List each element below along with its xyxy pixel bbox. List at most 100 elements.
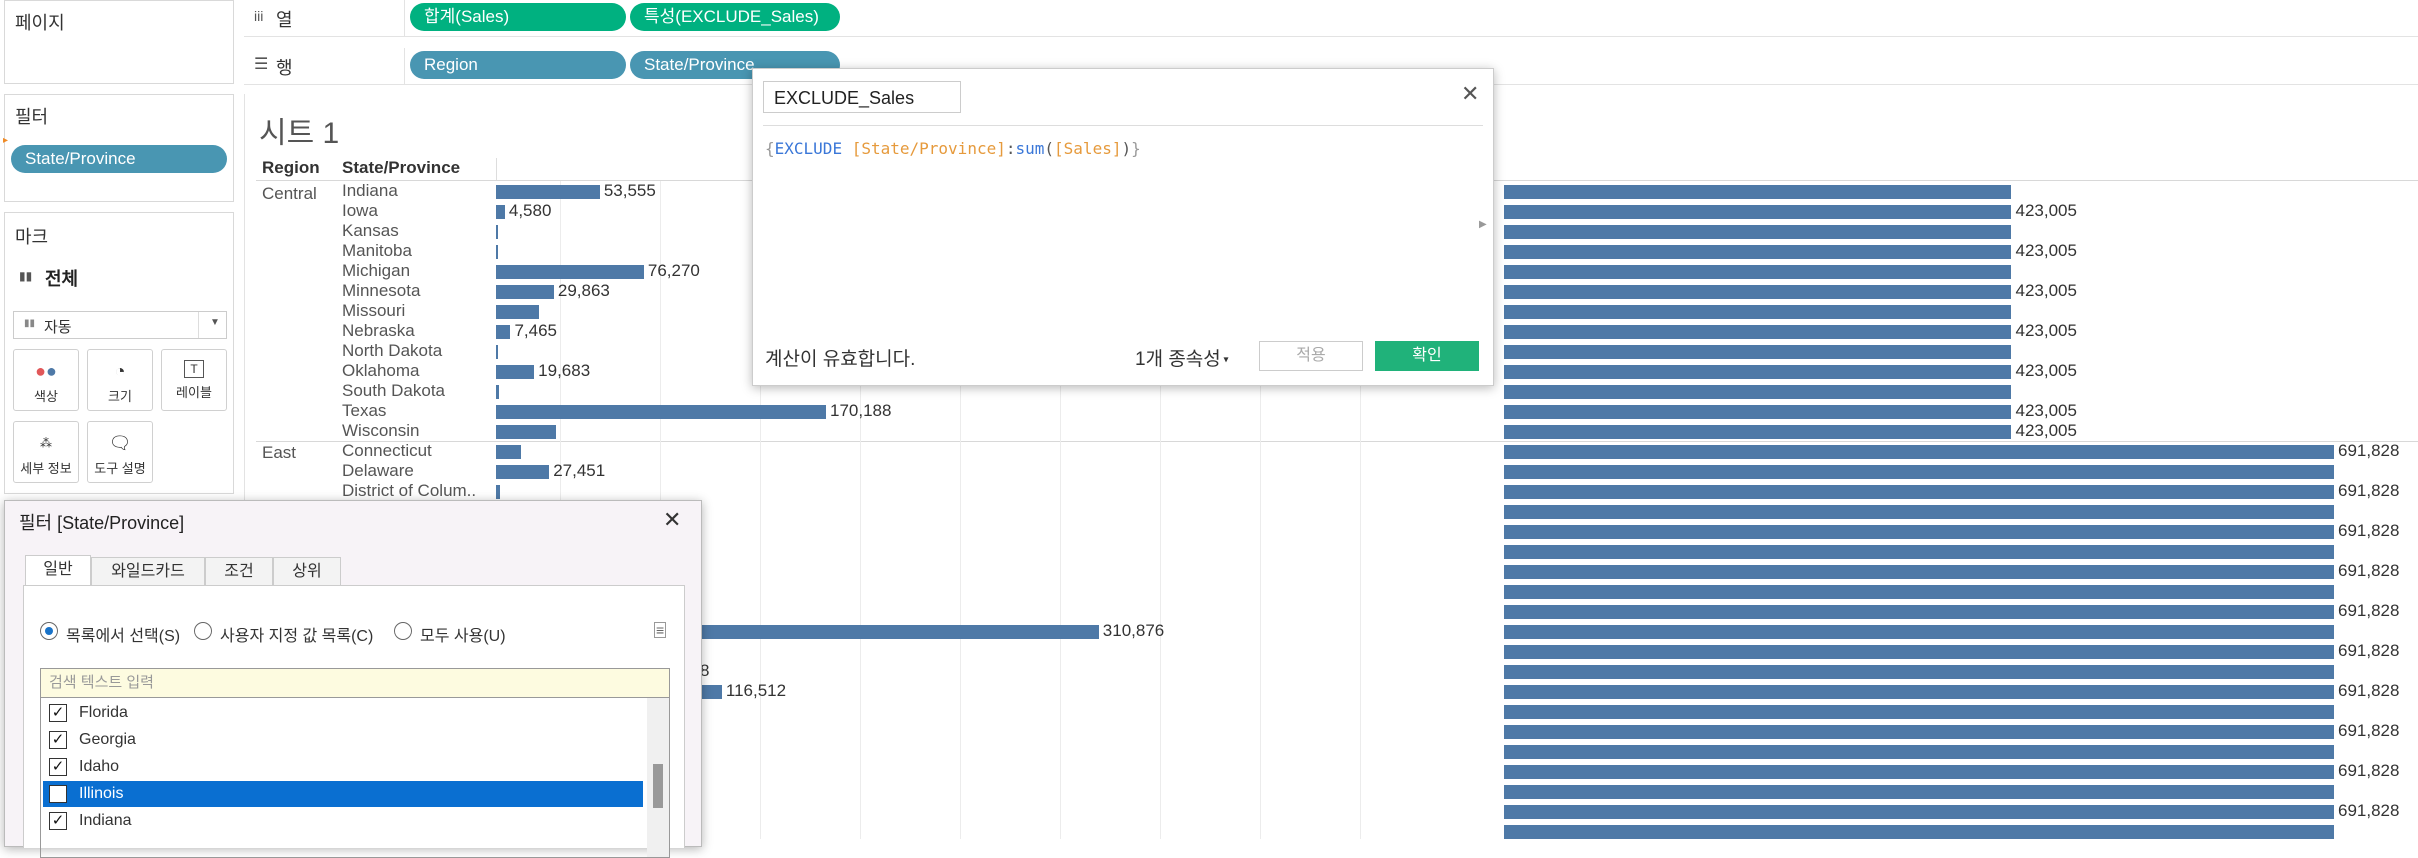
sales-bar bbox=[496, 285, 554, 299]
calc-name-value: EXCLUDE_Sales bbox=[774, 88, 915, 108]
pages-label: 페이지 bbox=[15, 13, 65, 33]
calc-name-field[interactable]: EXCLUDE_Sales bbox=[763, 81, 961, 113]
marks-all-label: 전체 bbox=[45, 269, 79, 289]
size-button[interactable]: ◔ 크기 bbox=[87, 349, 153, 411]
exclude-value-label: 691,828 bbox=[2338, 601, 2400, 620]
row-pill-state[interactable]: State/Province bbox=[630, 51, 840, 79]
exclude-bar bbox=[1504, 665, 2334, 679]
tab-top[interactable]: 상위 bbox=[273, 557, 341, 586]
list-item[interactable]: Illinois bbox=[43, 781, 643, 807]
rows-icon: ☰ bbox=[254, 56, 269, 73]
gridline bbox=[1060, 181, 1061, 839]
exclude-bar bbox=[1504, 385, 2012, 399]
columns-shelf[interactable]: iii 열 합계(Sales) 특성(EXCLUDE_Sales) bbox=[244, 0, 2418, 37]
tab-condition[interactable]: 조건 bbox=[205, 557, 273, 586]
list-item[interactable]: ✓ Indiana bbox=[43, 808, 643, 834]
checkbox[interactable]: ✓ bbox=[49, 758, 67, 776]
exclude-bar bbox=[1504, 205, 2012, 219]
exclude-bar bbox=[1504, 365, 2012, 379]
apply-button[interactable]: 적용 bbox=[1259, 341, 1363, 371]
color-label: 색상 bbox=[34, 389, 58, 404]
state-label: Minnesota bbox=[342, 281, 421, 300]
state-label: Wisconsin bbox=[342, 421, 420, 440]
state-label: South Dakota bbox=[342, 381, 446, 400]
exclude-bar bbox=[1504, 805, 2334, 819]
list-scrollbar[interactable] bbox=[647, 698, 669, 857]
formula-paren-close: ) bbox=[1121, 139, 1132, 158]
column-pill-sum-sales[interactable]: 합계(Sales) bbox=[410, 3, 626, 31]
dependencies-dropdown[interactable]: 1개 종속성 ▾ bbox=[1135, 344, 1229, 371]
sales-bar bbox=[496, 225, 499, 239]
exclude-value-label: 691,828 bbox=[2338, 521, 2400, 540]
mark-type-select[interactable]: ▮▮ 자동 ▼ bbox=[13, 311, 227, 339]
gridline bbox=[760, 181, 761, 839]
sales-bar bbox=[496, 245, 498, 259]
sales-bar bbox=[496, 465, 550, 479]
sales-bar bbox=[496, 345, 498, 359]
list-options-icon[interactable]: ≡ bbox=[654, 622, 667, 638]
column-pill-exclude-sales[interactable]: 특성(EXCLUDE_Sales) bbox=[630, 3, 840, 31]
state-label: North Dakota bbox=[342, 341, 443, 360]
exclude-bar bbox=[1504, 685, 2334, 699]
filters-panel: 필터 ▸ State/Province bbox=[3, 94, 234, 202]
ok-button[interactable]: 확인 bbox=[1375, 341, 1479, 371]
detail-button[interactable]: ⁂ 세부 정보 bbox=[13, 421, 79, 483]
list-item-label: Florida bbox=[79, 704, 128, 721]
sales-value-label: 76,270 bbox=[647, 261, 700, 280]
checkbox[interactable] bbox=[49, 785, 67, 803]
exclude-value-label: 423,005 bbox=[2015, 201, 2077, 220]
exclude-value-label: 423,005 bbox=[2015, 401, 2077, 420]
list-item[interactable]: ✓ Florida bbox=[43, 700, 643, 726]
close-icon[interactable]: ✕ bbox=[663, 507, 682, 532]
exclude-bar bbox=[1504, 345, 2012, 359]
close-icon[interactable]: ✕ bbox=[1461, 81, 1480, 106]
exclude-value-label: 423,005 bbox=[2015, 241, 2077, 260]
filter-body: 목록에서 선택(S) 사용자 지정 값 목록(C) 모두 사용(U) ≡ 검색 … bbox=[23, 585, 685, 858]
state-label: Texas bbox=[342, 401, 387, 420]
exclude-value-label: 691,828 bbox=[2338, 641, 2400, 660]
tab-wildcard[interactable]: 와일드카드 bbox=[91, 557, 205, 586]
radio-select-from-list[interactable] bbox=[40, 622, 58, 640]
sales-bar bbox=[496, 405, 826, 419]
color-button[interactable]: ●● 색상 bbox=[13, 349, 79, 411]
filter-pill-state[interactable]: State/Province bbox=[11, 145, 227, 173]
exclude-value-label: 691,828 bbox=[2338, 761, 2400, 780]
header-state: State/Province bbox=[342, 158, 461, 177]
calculation-dialog: EXCLUDE_Sales ✕ {EXCLUDE [State/Province… bbox=[752, 68, 1494, 386]
search-input[interactable]: 검색 텍스트 입력 bbox=[40, 668, 670, 698]
sales-value-label: 4,580 bbox=[508, 201, 552, 220]
checkbox[interactable]: ✓ bbox=[49, 812, 67, 830]
list-item[interactable]: ✓ Idaho bbox=[43, 754, 643, 780]
checkbox[interactable]: ✓ bbox=[49, 704, 67, 722]
text-label-icon: T bbox=[184, 360, 204, 378]
radio-use-all[interactable] bbox=[394, 622, 412, 640]
expand-arrow-icon[interactable]: ▶ bbox=[1479, 219, 1487, 230]
radio-custom-value-list[interactable] bbox=[194, 622, 212, 640]
exclude-bar bbox=[1504, 785, 2334, 799]
state-label: District of Colum.. bbox=[342, 481, 477, 500]
tab-general[interactable]: 일반 bbox=[25, 555, 91, 586]
tooltip-button[interactable]: 🗨 도구 설명 bbox=[87, 421, 153, 483]
row-pill-region[interactable]: Region bbox=[410, 51, 626, 79]
formula-editor[interactable]: {EXCLUDE [State/Province]:sum([Sales])} bbox=[765, 139, 1465, 339]
filter-dialog-title: 필터 [State/Province] bbox=[19, 513, 185, 533]
scrollbar-thumb[interactable] bbox=[653, 764, 663, 808]
exclude-value-label: 423,005 bbox=[2015, 281, 2077, 300]
filters-title: 필터 bbox=[15, 107, 49, 127]
list-item-label: Idaho bbox=[79, 758, 120, 775]
radio-custom-value-list-label: 사용자 지정 값 목록(C) bbox=[220, 628, 374, 645]
sales-value-label: 116,512 bbox=[725, 681, 787, 700]
sales-bar bbox=[496, 325, 511, 339]
exclude-value-label: 423,005 bbox=[2015, 321, 2077, 340]
exclude-bar bbox=[1504, 545, 2334, 559]
state-label: Manitoba bbox=[342, 241, 412, 260]
formula-paren-open: ( bbox=[1044, 139, 1055, 158]
label-button[interactable]: T 레이블 bbox=[161, 349, 227, 411]
gridline bbox=[1260, 181, 1261, 839]
checkbox[interactable]: ✓ bbox=[49, 731, 67, 749]
exclude-bar bbox=[1504, 325, 2012, 339]
list-item[interactable]: ✓ Georgia bbox=[43, 727, 643, 753]
exclude-bar bbox=[1504, 605, 2334, 619]
pages-shelf[interactable]: 페이지 bbox=[4, 0, 234, 84]
sales-bar bbox=[496, 265, 644, 279]
